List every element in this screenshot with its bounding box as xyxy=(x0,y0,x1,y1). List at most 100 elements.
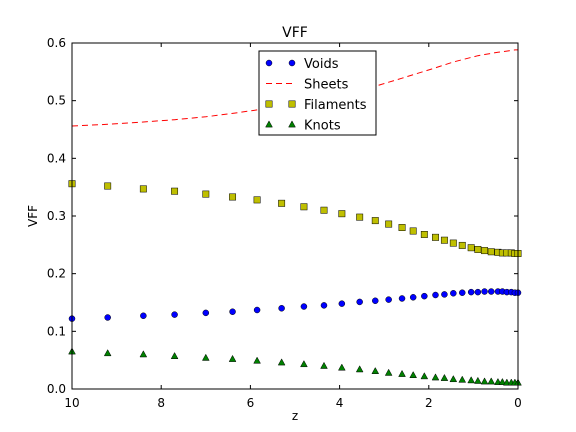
point-knots-6 xyxy=(253,356,261,364)
point-filaments-9 xyxy=(320,206,328,214)
point-filaments-24 xyxy=(487,248,495,256)
point-voids-15 xyxy=(409,294,417,301)
x-tick-label: 2 xyxy=(425,396,433,410)
point-filaments-2 xyxy=(139,185,147,193)
point-voids-8 xyxy=(300,303,308,310)
point-filaments-16 xyxy=(420,231,428,238)
point-voids-2 xyxy=(140,312,147,320)
point-filaments-5 xyxy=(229,193,237,201)
point-filaments-18 xyxy=(440,236,448,244)
point-filaments-22 xyxy=(474,245,482,253)
x-tick-label: 4 xyxy=(336,396,344,410)
point-voids-3 xyxy=(171,311,178,318)
y-tick-label: 0.3 xyxy=(47,209,66,223)
point-knots-16 xyxy=(420,372,429,380)
point-voids-5 xyxy=(229,308,236,315)
point-knots-8 xyxy=(300,360,308,368)
point-knots-23 xyxy=(480,377,489,385)
point-voids-11 xyxy=(356,298,363,306)
point-filaments-4 xyxy=(202,190,210,198)
point-voids-6 xyxy=(253,306,261,314)
point-filaments-6 xyxy=(253,196,261,204)
point-knots-3 xyxy=(170,352,179,359)
legend-swatch-filaments xyxy=(265,100,273,108)
point-knots-24 xyxy=(487,377,496,385)
y-tick-label: 0.6 xyxy=(47,36,66,50)
point-filaments-1 xyxy=(104,182,112,190)
x-tick-label: 10 xyxy=(64,396,79,410)
x-tick-label: 0 xyxy=(514,396,522,410)
point-voids-12 xyxy=(372,297,379,305)
legend-swatch-knots-2 xyxy=(288,120,296,128)
point-voids-22 xyxy=(474,288,482,296)
point-knots-22 xyxy=(474,376,482,384)
point-knots-4 xyxy=(201,353,210,361)
point-knots-11 xyxy=(355,365,364,373)
point-filaments-12 xyxy=(371,217,379,225)
point-filaments-11 xyxy=(356,213,364,221)
point-filaments-10 xyxy=(338,210,346,218)
point-knots-17 xyxy=(431,373,440,381)
y-tick-label: 0.5 xyxy=(47,94,66,108)
point-filaments-8 xyxy=(300,203,308,211)
point-voids-20 xyxy=(459,289,466,296)
point-voids-19 xyxy=(450,290,457,297)
point-voids-16 xyxy=(421,292,428,300)
legend-label-sheets: Sheets xyxy=(304,78,349,93)
legend-label-voids: Voids xyxy=(304,57,339,72)
point-filaments-15 xyxy=(409,227,417,235)
legend-swatch-voids-2 xyxy=(288,59,296,67)
point-filaments-3 xyxy=(171,187,179,195)
x-tick-label: 8 xyxy=(157,396,165,410)
point-knots-2 xyxy=(139,350,148,358)
legend-label-filaments: Filaments xyxy=(304,98,367,113)
y-tick-label: 0.1 xyxy=(47,324,66,338)
point-knots-5 xyxy=(228,354,237,362)
point-knots-26 xyxy=(498,377,507,385)
point-voids-23 xyxy=(481,288,488,295)
point-voids-9 xyxy=(320,302,328,309)
series-line-sheets xyxy=(71,49,518,127)
y-tick-label: 0.0 xyxy=(47,382,66,396)
point-voids-4 xyxy=(202,309,210,317)
point-voids-7 xyxy=(278,305,285,312)
point-knots-20 xyxy=(458,375,467,383)
point-knots-9 xyxy=(320,361,328,369)
point-voids-24 xyxy=(487,288,495,295)
point-knots-10 xyxy=(338,363,346,371)
x-axis-label: z xyxy=(292,409,298,423)
point-knots-18 xyxy=(440,373,449,381)
legend-swatch-voids xyxy=(265,59,273,67)
y-tick-label: 0.2 xyxy=(47,267,66,281)
point-filaments-14 xyxy=(398,224,406,231)
point-voids-18 xyxy=(441,291,448,298)
point-filaments-7 xyxy=(278,199,286,207)
chart-title: VFF xyxy=(282,25,308,41)
legend-label-knots: Knots xyxy=(304,119,341,134)
point-knots-7 xyxy=(277,358,286,366)
point-filaments-19 xyxy=(449,239,457,247)
point-voids-17 xyxy=(432,291,439,299)
legend: Voids Sheets Filaments Knots xyxy=(258,50,377,136)
point-knots-19 xyxy=(449,375,458,383)
plot-area: 10 8 6 4 2 0 0.0 0.1 0.2 0.3 0.4 0.5 0.6 xyxy=(47,36,522,410)
point-voids-10 xyxy=(338,300,346,307)
point-knots-21 xyxy=(467,376,475,384)
point-voids-1 xyxy=(104,314,111,321)
point-knots-15 xyxy=(409,371,418,379)
point-knots-1 xyxy=(103,349,112,357)
point-knots-14 xyxy=(398,369,406,377)
point-filaments-23 xyxy=(481,247,489,255)
point-filaments-20 xyxy=(458,241,466,249)
legend-swatch-knots xyxy=(265,120,273,128)
point-knots-13 xyxy=(384,368,393,376)
point-voids-21 xyxy=(467,288,475,296)
legend-box xyxy=(258,50,377,136)
point-filaments-17 xyxy=(432,233,439,241)
point-voids-13 xyxy=(385,296,392,303)
point-voids-14 xyxy=(398,295,406,302)
point-knots-12 xyxy=(371,367,380,374)
x-tick-label: 6 xyxy=(247,396,255,410)
point-filaments-13 xyxy=(385,220,393,228)
